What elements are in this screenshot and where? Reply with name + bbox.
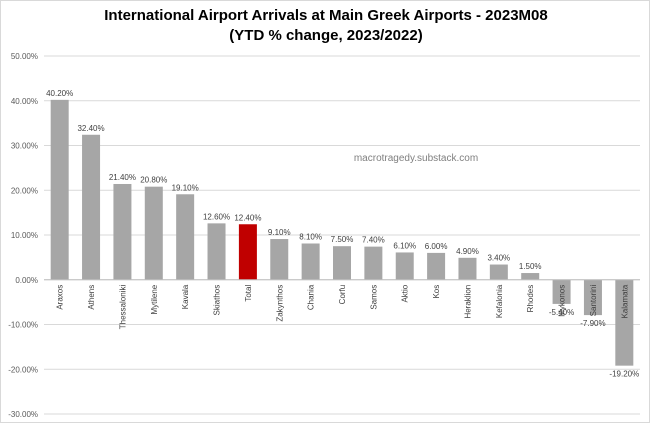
y-tick-label: 50.00%	[11, 52, 38, 61]
category-label: Total	[244, 285, 253, 302]
bar-skiathos	[207, 223, 226, 280]
data-label: 8.10%	[299, 233, 322, 242]
bar-corfu	[333, 246, 351, 280]
category-label: Chania	[307, 284, 316, 310]
bar-athens	[82, 134, 101, 280]
bar-chania	[301, 243, 320, 280]
bar-kos	[427, 252, 446, 280]
category-label: Kos	[432, 285, 441, 299]
data-label: 6.10%	[393, 241, 416, 250]
y-tick-label: -10.00%	[8, 321, 38, 330]
data-label: -19.20%	[609, 370, 639, 379]
bar-samos	[364, 246, 383, 280]
data-label: 40.20%	[46, 89, 73, 98]
bars	[50, 99, 634, 366]
category-label: Rhodes	[526, 285, 535, 313]
y-tick-label: 30.00%	[11, 142, 38, 151]
data-label: -7.90%	[580, 319, 605, 328]
data-labels: 40.20% 32.40% 21.40% 20.80% 19.10% 12.60% 12.4…	[46, 89, 639, 379]
y-tick-label: -20.00%	[8, 365, 38, 374]
y-tick-label: 0.00%	[15, 276, 38, 285]
data-label: 19.10%	[172, 183, 199, 192]
category-label: Araxos	[56, 285, 65, 310]
data-label: 7.40%	[362, 236, 385, 245]
bar-total	[238, 224, 257, 280]
bar-rhodes	[521, 273, 540, 280]
data-label: 32.40%	[77, 124, 104, 133]
category-label: Heraklion	[463, 285, 472, 319]
category-label: Santorini	[589, 285, 598, 317]
category-label: Kalamata	[620, 284, 629, 318]
category-label: Mykonos	[558, 285, 567, 317]
data-label: 21.40%	[109, 173, 136, 182]
chart-title: International Airport Arrivals at Main G…	[104, 7, 548, 24]
y-axis-ticks: 50.00% 40.00% 30.00% 20.00% 10.00% 0.00% -10.0…	[8, 52, 38, 419]
data-label: 20.80%	[140, 176, 167, 185]
bar-araxos	[50, 99, 69, 280]
category-label: Zakynthos	[275, 285, 284, 322]
data-label: 3.40%	[487, 254, 510, 263]
y-tick-label: 10.00%	[11, 231, 38, 240]
category-label: Thessaloniki	[118, 285, 127, 330]
watermark-text: macrotragedy.substack.com	[354, 153, 478, 164]
category-label: Kavala	[181, 284, 190, 309]
bar-santorini	[583, 279, 602, 316]
y-tick-label: 20.00%	[11, 186, 38, 195]
data-label: 12.60%	[203, 212, 230, 221]
bar-kalamata	[615, 279, 634, 366]
data-label: 7.50%	[331, 235, 354, 244]
data-label: 9.10%	[268, 228, 291, 237]
data-label: 12.40%	[234, 213, 261, 222]
data-label: 4.90%	[456, 247, 479, 256]
bar-kavala	[176, 194, 195, 280]
y-tick-label: -30.00%	[8, 410, 38, 419]
bar-aktio	[395, 252, 414, 280]
bar-thessaloniki	[113, 183, 132, 280]
chart-subtitle: (YTD % change, 2023/2022)	[229, 27, 423, 44]
data-label: 6.00%	[425, 242, 448, 251]
data-label: -5.40%	[549, 308, 574, 317]
category-label: Athens	[87, 285, 96, 310]
category-label: Samos	[369, 285, 378, 310]
y-tick-label: 40.00%	[11, 97, 38, 106]
bar-kefalonia	[489, 264, 508, 280]
bar-mykonos	[552, 279, 571, 304]
category-labels: Araxos Athens Thessaloniki Mytilene Kavala Sk…	[56, 284, 630, 329]
category-label: Kefalonia	[495, 284, 504, 318]
data-label: 1.50%	[519, 262, 542, 271]
bar-zakynthos	[270, 239, 289, 280]
category-label: Mytilene	[150, 284, 159, 314]
category-label: Skiathos	[213, 285, 222, 316]
bar-mytilene	[144, 186, 163, 280]
category-label: Corfu	[338, 285, 347, 305]
category-label: Aktio	[401, 284, 410, 302]
bar-heraklion	[458, 257, 477, 280]
